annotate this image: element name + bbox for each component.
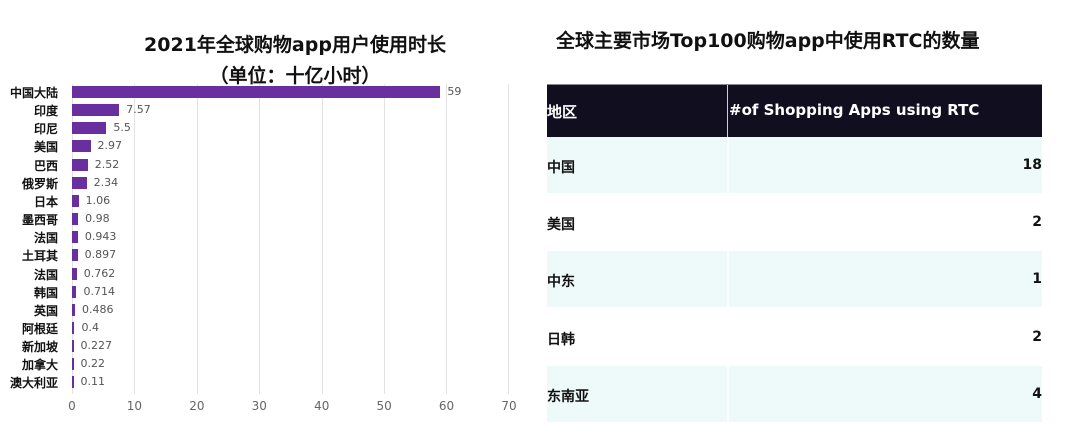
bar-value-label: 0.11 [80, 375, 106, 389]
category-label: 美国 [33, 140, 58, 155]
x-tick-label: 10 [126, 399, 143, 413]
gridline-60 [446, 84, 447, 394]
chart-subtitle-unit: （单位：十亿小时） [209, 65, 381, 87]
header-app-count: #of Shopping Apps using RTC [729, 101, 980, 119]
bar [72, 249, 78, 262]
table-row: 东南亚 4 [547, 366, 1042, 422]
row-region: 中东 [547, 274, 575, 290]
bar [72, 285, 77, 298]
bar-value-label: 7.57 [126, 103, 151, 117]
table-row: 日韩 2 [547, 309, 1042, 365]
row-region: 美国 [547, 217, 575, 233]
row-region: 东南亚 [547, 389, 589, 405]
x-tick-label: 30 [251, 399, 267, 413]
category-label: 日本 [33, 194, 58, 209]
gridline-40 [322, 84, 323, 394]
gridline-30 [259, 84, 260, 394]
bar [72, 303, 76, 316]
row-count: 1 [1032, 271, 1042, 287]
category-label: 法国 [33, 267, 58, 282]
x-tick-label: 40 [314, 399, 330, 413]
x-tick-label: 20 [189, 399, 205, 413]
bar-value-label: 1.06 [85, 193, 111, 207]
x-tick-label: 50 [376, 399, 392, 413]
category-label: 法国 [33, 231, 58, 246]
category-label: 韩国 [33, 285, 58, 300]
bar [72, 122, 107, 135]
bar [72, 140, 91, 153]
bar [72, 213, 79, 226]
bar [72, 267, 77, 280]
column-divider [727, 251, 729, 307]
chart-title: 2021年全球购物app用户使用时长 [144, 34, 446, 56]
bar-value-label: 0.714 [83, 284, 115, 298]
bar [72, 176, 87, 189]
header-region: 地区 [547, 103, 578, 121]
row-region: 日韩 [547, 332, 575, 348]
gridline-20 [197, 84, 198, 394]
table-title: 全球主要市场Top100购物app中使用RTC的数量 [556, 30, 980, 52]
bar-value-label: 0.943 [84, 230, 117, 244]
column-divider [727, 366, 729, 422]
category-label: 印尼 [33, 122, 58, 137]
bar [72, 340, 74, 353]
category-label: 俄罗斯 [21, 176, 58, 191]
bar [72, 86, 441, 98]
bar [72, 158, 88, 171]
row-count: 4 [1032, 386, 1042, 402]
bar-value-label: 0.762 [83, 266, 116, 280]
bar-value-label: 2.97 [97, 139, 123, 153]
bar [72, 321, 75, 334]
table-header-row: 地区 #of Shopping Apps using RTC [547, 84, 1042, 137]
gridline-50 [384, 84, 385, 394]
table-row: 中东 1 [547, 251, 1042, 307]
bar [72, 231, 78, 244]
row-count: 2 [1032, 329, 1042, 345]
gridline-10 [134, 84, 135, 394]
column-divider [727, 137, 729, 193]
x-tick-label: 0 [68, 399, 76, 413]
category-label: 阿根廷 [21, 321, 58, 336]
table-row: 美国 2 [547, 194, 1042, 250]
row-count: 18 [1022, 157, 1042, 173]
bar-value-label: 0.227 [80, 339, 113, 353]
table-row: 中国 18 [547, 137, 1042, 193]
bar-value-label: 0.22 [80, 357, 106, 371]
bar-value-label: 0.897 [84, 248, 117, 262]
bar-value-label: 59 [447, 85, 462, 98]
category-label: 墨西哥 [21, 213, 58, 228]
category-label: 加拿大 [21, 358, 58, 373]
category-label: 印度 [33, 104, 58, 119]
bar-value-label: 2.34 [93, 175, 119, 189]
category-label: 澳大利亚 [9, 376, 58, 391]
bar-value-label: 2.52 [94, 157, 120, 171]
x-tick-label: 70 [501, 399, 517, 413]
bar [72, 358, 74, 371]
bar [72, 194, 79, 207]
category-label: 新加坡 [21, 340, 58, 355]
bar-value-label: 0.98 [85, 212, 110, 226]
header-divider [727, 85, 728, 137]
category-label: 巴西 [33, 158, 58, 173]
bar [72, 104, 120, 117]
bar [72, 376, 74, 389]
bar-value-label: 5.5 [113, 121, 131, 135]
bar-value-label: 0.4 [81, 320, 99, 334]
row-region: 中国 [547, 160, 575, 176]
bar-chart-plot-area [72, 84, 509, 394]
category-label: 中国大陆 [9, 86, 58, 100]
x-tick-label: 60 [438, 399, 455, 413]
bar-value-label: 0.486 [82, 302, 114, 316]
gridline-70 [508, 84, 509, 394]
row-count: 2 [1032, 214, 1042, 230]
category-label: 土耳其 [21, 249, 58, 264]
category-label: 英国 [33, 303, 58, 318]
